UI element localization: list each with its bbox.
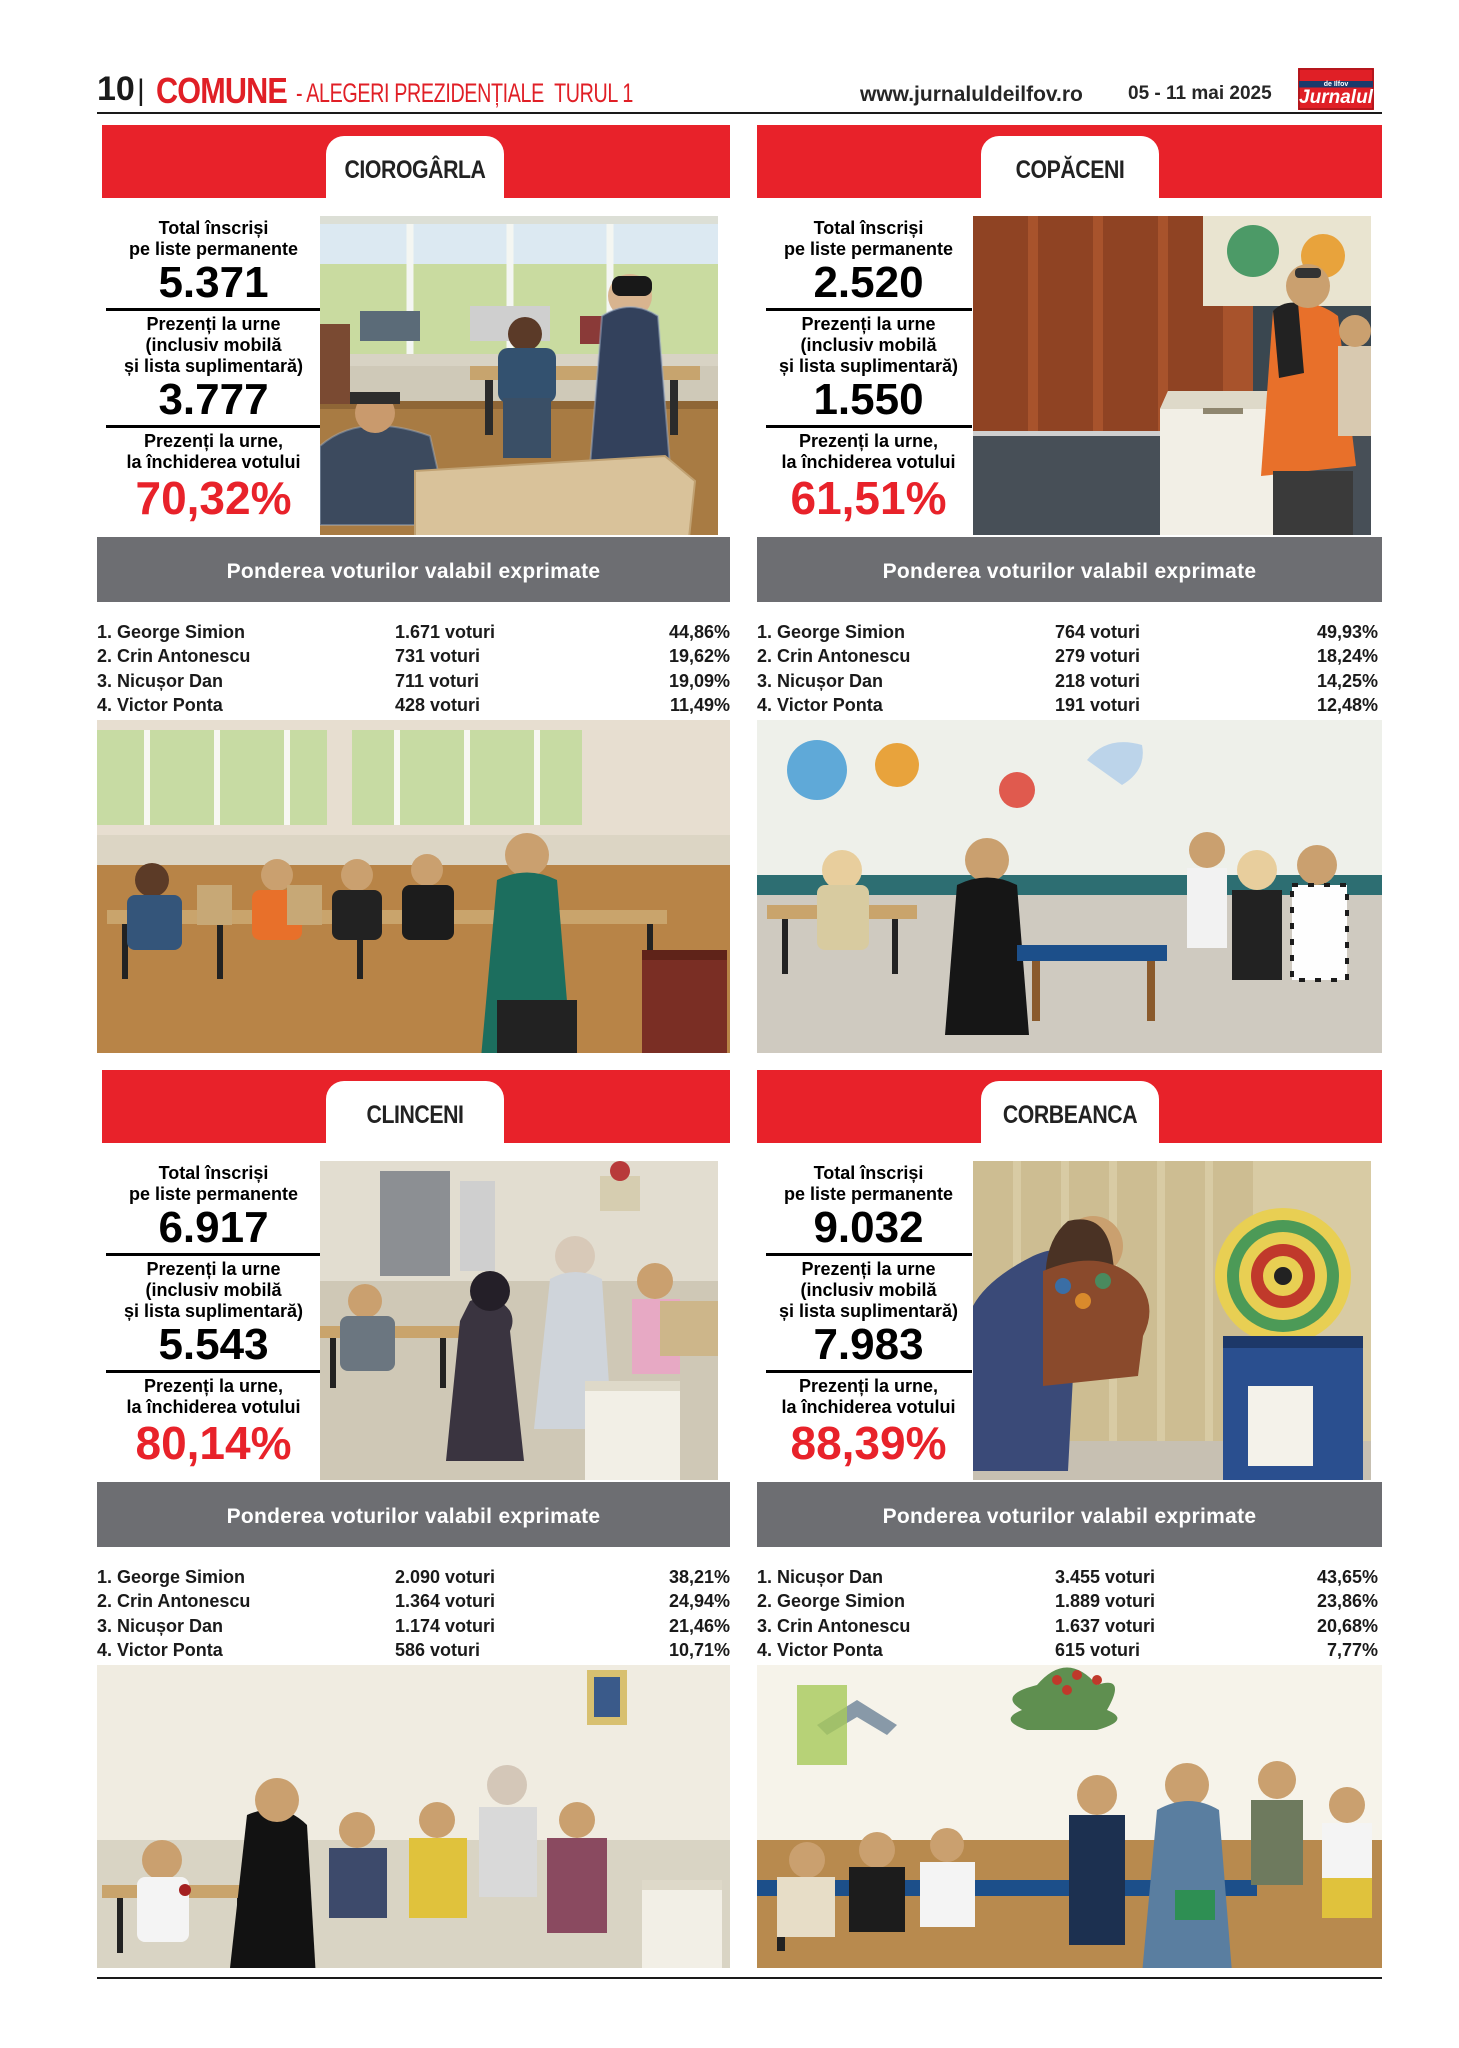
svg-text:Jurnalul: Jurnalul xyxy=(1299,87,1374,108)
